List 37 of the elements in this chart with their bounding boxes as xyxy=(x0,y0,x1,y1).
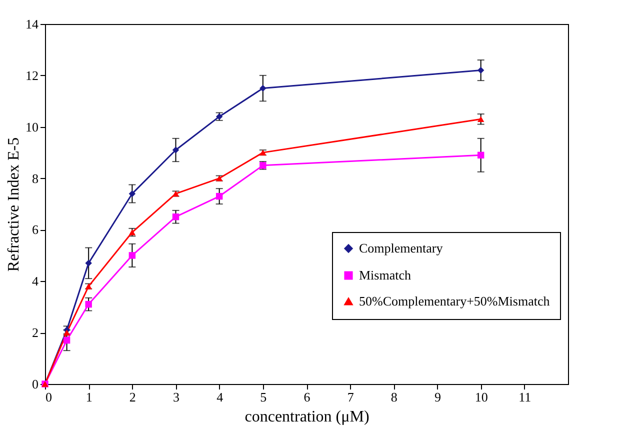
x-axis-title: concentration (μM) xyxy=(244,408,370,426)
x-tick-label: 1 xyxy=(86,390,92,404)
point xyxy=(477,116,484,122)
y-tick-label: 4 xyxy=(32,274,39,289)
y-axis-title: Refractive Index E-5 xyxy=(6,137,22,272)
legend-label: Mismatch xyxy=(359,268,412,282)
x-tick-label: 2 xyxy=(129,390,136,404)
x-tick-label: 6 xyxy=(304,390,311,404)
y-tick-label: 12 xyxy=(26,68,38,83)
point xyxy=(477,66,484,74)
point xyxy=(477,152,484,158)
x-tick-label: 7 xyxy=(347,390,354,404)
point xyxy=(85,260,92,266)
x-tick-label: 4 xyxy=(216,390,224,404)
y-tick-label: 6 xyxy=(32,222,39,238)
x-tick-label: 8 xyxy=(390,390,398,404)
point xyxy=(216,192,223,200)
x-tick-label: 10 xyxy=(474,390,488,404)
legend-label: 50%Complementary+50%Mismatch xyxy=(359,294,550,308)
point xyxy=(172,214,180,220)
x-tick-label: 0 xyxy=(46,390,52,404)
point xyxy=(85,300,92,308)
point xyxy=(260,84,266,92)
legend-label: Complementary xyxy=(359,240,444,256)
x-tick-label: 9 xyxy=(434,390,441,404)
x-tick-label: 3 xyxy=(173,390,180,404)
y-tick-label: 8 xyxy=(32,170,38,186)
y-tick-label: 10 xyxy=(26,119,38,134)
y-tick-label: 0 xyxy=(32,376,38,392)
x-tick-label: 11 xyxy=(518,390,532,404)
point xyxy=(63,336,70,344)
point xyxy=(128,252,136,259)
y-tick-label: 2 xyxy=(32,325,38,340)
point xyxy=(128,190,136,198)
point xyxy=(172,146,180,154)
x-tick-label: 5 xyxy=(260,390,267,404)
y-tick-label: 14 xyxy=(26,16,39,32)
